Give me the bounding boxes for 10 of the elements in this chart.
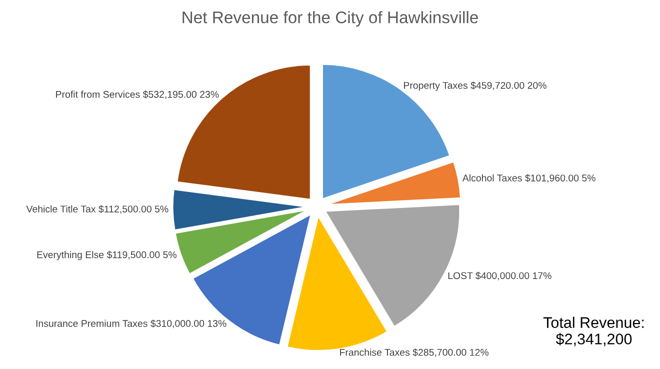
slice-label: Everything Else $119,500.00 5%	[37, 250, 176, 260]
slice-label: Vehicle Title Tax $112,500.00 5%	[26, 205, 168, 214]
slice-label: LOST $400,000.00 17%	[448, 272, 552, 280]
slice-label: Property Taxes $459,720.00 20%	[404, 82, 546, 91]
slice-label: Insurance Premium Taxes $310,000.00 13%	[36, 320, 226, 328]
chart-title: Net Revenue for the City of Hawkinsville	[182, 11, 478, 27]
slice-label: Profit from Services $532,195.00 23%	[56, 90, 219, 99]
text: Total Revenue: $2,341,200	[543, 316, 644, 346]
slice-label: Franchise Taxes $285,700.00 12%	[340, 348, 488, 357]
slice-label: Alcohol Taxes $101,960.00 5%	[462, 174, 596, 183]
